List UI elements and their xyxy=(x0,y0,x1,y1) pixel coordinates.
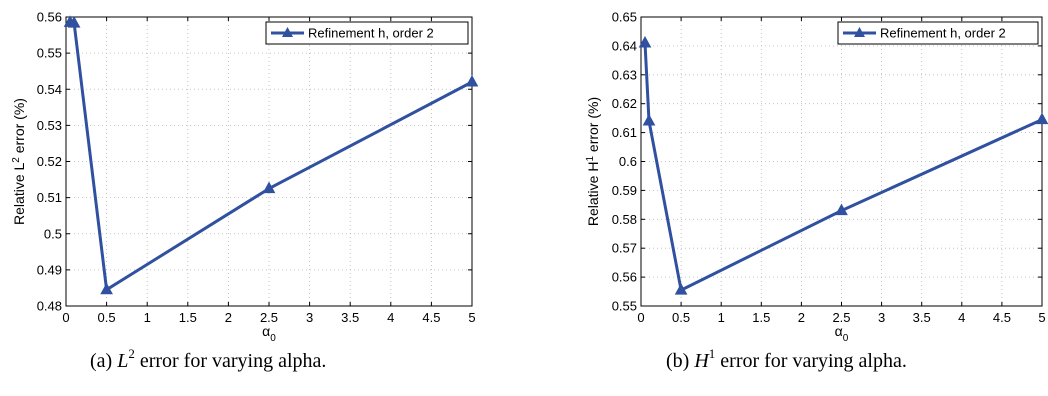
chart-b: 0 0.5 1 1.5 2 2.5 3 3.5 4 4.5 5 0.55 0.56 0.57 0.58 0.5… xyxy=(585,10,1048,344)
x-tick-label: 2 xyxy=(225,310,232,325)
caption-a-symbol: L xyxy=(117,350,129,372)
data-point-marker xyxy=(67,16,81,28)
y-tick-label: 0.52 xyxy=(37,154,62,169)
x-axis-label-symbol: α xyxy=(262,323,270,339)
y-tick-label: 0.54 xyxy=(37,82,62,97)
x-tick-label: 4 xyxy=(387,310,394,325)
legend-box xyxy=(837,21,1039,45)
y-tick-label: 0.56 xyxy=(612,270,637,285)
x-tick-label: 0.5 xyxy=(672,310,690,325)
data-point-marker xyxy=(262,181,276,194)
caption-a-text: error for varying alpha. xyxy=(134,350,327,372)
x-tick-label: 2.5 xyxy=(832,310,850,325)
legend-box xyxy=(265,21,469,45)
y-tick-label: 0.63 xyxy=(612,67,637,82)
legend-marker xyxy=(282,27,293,37)
legend: Refinement h, order 2 xyxy=(837,21,1039,45)
data-point-marker xyxy=(835,203,848,216)
x-tick-label: 4.5 xyxy=(993,310,1011,325)
x-tick-label: 4 xyxy=(958,310,965,325)
y-tick-label: 0.6 xyxy=(619,154,637,169)
y-axis-label-text: Relative L xyxy=(11,163,27,225)
legend-label: Refinement h, order 2 xyxy=(880,26,1006,41)
y-tick-label: 0.62 xyxy=(612,96,637,111)
x-tick-label: 3 xyxy=(878,310,885,325)
legend-label: Refinement h, order 2 xyxy=(308,26,434,41)
x-axis-label-symbol: α xyxy=(835,323,843,339)
caption-b-text: error for varying alpha. xyxy=(715,350,907,372)
y-tick-label: 0.51 xyxy=(37,190,62,205)
caption-b: (b) H1 error for varying alpha. xyxy=(666,347,907,373)
y-tick-label: 0.59 xyxy=(612,183,637,198)
x-tick-label: 1 xyxy=(718,310,725,325)
x-axis-label: α0 xyxy=(262,323,276,344)
data-point-marker xyxy=(638,35,652,48)
x-tick-label: 1.5 xyxy=(752,310,770,325)
caption-a-prefix: (a) xyxy=(90,350,118,372)
caption-b-symbol: H xyxy=(694,350,709,372)
x-tick-label: 0.5 xyxy=(98,310,116,325)
x-axis-label: α0 xyxy=(835,323,849,344)
x-tick-label: 4.5 xyxy=(422,310,440,325)
legend: Refinement h, order 2 xyxy=(265,21,469,45)
y-tick-label: 0.57 xyxy=(612,241,637,256)
legend-marker xyxy=(854,27,865,37)
y-axis-label-text: Relative H xyxy=(585,162,601,227)
x-tick-label: 0 xyxy=(637,310,644,325)
data-point-marker xyxy=(465,74,479,87)
data-point-marker xyxy=(642,114,656,126)
x-tick-label: 5 xyxy=(468,310,475,325)
x-tick-label: 0 xyxy=(62,310,69,325)
y-tick-label: 0.55 xyxy=(612,299,637,314)
y-tick-label: 0.58 xyxy=(612,212,637,227)
x-tick-label: 1 xyxy=(144,310,151,325)
y-axis-label-superscript: 2 xyxy=(11,157,22,163)
y-tick-label: 0.56 xyxy=(37,10,62,25)
y-tick-label: 0.64 xyxy=(612,38,637,53)
y-axis-label-text: error (%) xyxy=(11,98,27,157)
y-axis-label: Relative H1 error (%) xyxy=(585,97,601,226)
y-axis-label-text: error (%) xyxy=(585,97,601,156)
x-tick-label: 1.5 xyxy=(179,310,197,325)
y-axis-label: Relative L2 error (%) xyxy=(11,98,27,225)
x-axis-label-subscript: 0 xyxy=(270,333,276,344)
y-tick-label: 0.55 xyxy=(37,46,62,61)
data-point-marker xyxy=(100,282,113,295)
y-tick-label: 0.48 xyxy=(37,299,62,314)
caption-b-prefix: (b) xyxy=(666,350,695,372)
data-point-marker xyxy=(674,283,688,295)
x-tick-label: 3 xyxy=(306,310,313,325)
x-tick-label: 5 xyxy=(1038,310,1045,325)
data-point-marker xyxy=(1035,112,1048,125)
caption-a-sup: 2 xyxy=(128,346,135,361)
x-tick-label: 3.5 xyxy=(913,310,931,325)
x-tick-label: 2 xyxy=(798,310,805,325)
x-tick-label: 2.5 xyxy=(260,310,278,325)
x-axis-label-subscript: 0 xyxy=(843,333,849,344)
y-tick-label: 0.49 xyxy=(37,262,62,277)
caption-a: (a) L2 error for varying alpha. xyxy=(90,347,327,373)
chart-a: 0 0.5 1 1.5 2 2.5 3 3.5 4 4.5 50.480.490.50.510.52… xyxy=(11,10,479,344)
y-tick-label: 0.65 xyxy=(612,10,637,25)
y-axis-label-superscript: 1 xyxy=(585,156,596,162)
y-tick-label: 0.53 xyxy=(37,118,62,133)
y-tick-label: 0.61 xyxy=(612,125,637,140)
caption-b-sup: 1 xyxy=(708,346,716,361)
y-tick-label: 0.5 xyxy=(44,226,62,241)
x-tick-label: 3.5 xyxy=(341,310,359,325)
